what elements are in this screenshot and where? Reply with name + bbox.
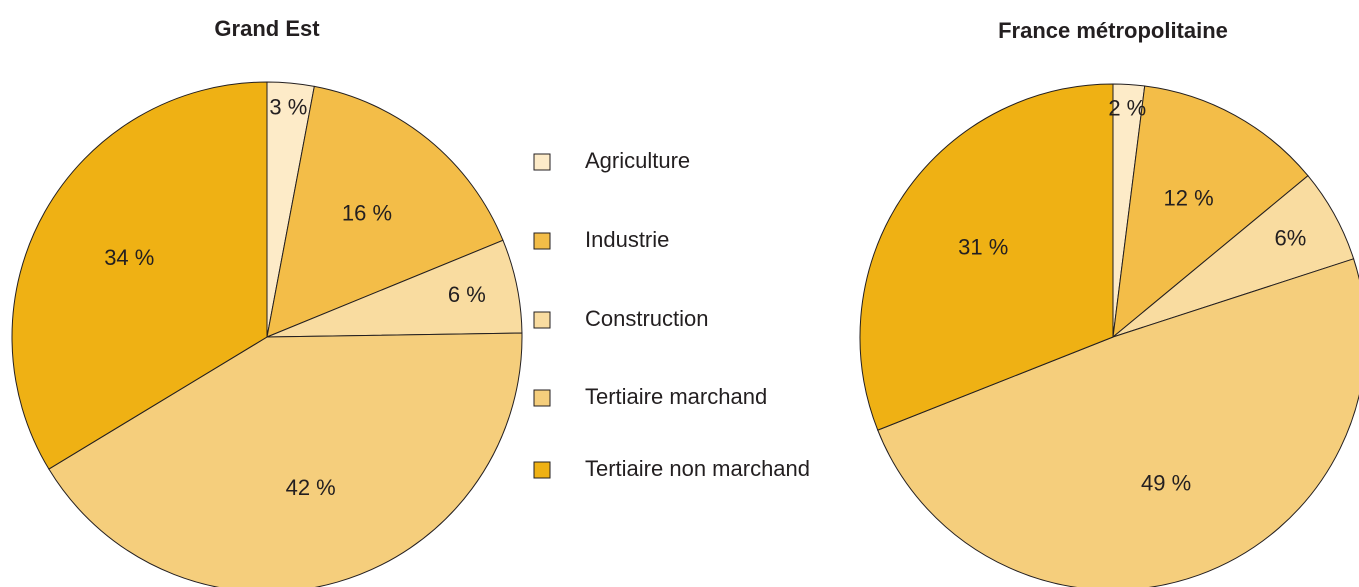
legend-swatch — [533, 311, 551, 329]
legend-label: Construction — [585, 306, 709, 331]
pie-slice — [877, 258, 1359, 587]
data-label: 12 % — [1163, 185, 1213, 210]
data-label: 2 % — [1108, 96, 1146, 121]
legend-swatch — [533, 153, 551, 171]
chart-title: France métropolitaine — [998, 18, 1228, 43]
legend-swatch — [533, 389, 551, 407]
legend-label: Tertiaire marchand — [585, 384, 767, 409]
legend-label: Tertiaire non marchand — [585, 456, 810, 481]
data-label: 31 % — [958, 235, 1008, 260]
data-label: 6% — [1274, 225, 1306, 250]
data-label: 49 % — [1141, 470, 1191, 495]
data-label: 6 % — [448, 282, 486, 307]
pie-slice — [1112, 85, 1309, 339]
pie-slice — [266, 85, 504, 338]
legend-swatch — [533, 461, 551, 479]
data-label: 3 % — [269, 94, 307, 119]
legend-swatch — [533, 232, 551, 250]
legend-label: Industrie — [585, 227, 669, 252]
data-label: 34 % — [104, 245, 154, 270]
pie-slice — [48, 332, 523, 587]
pie-slice — [859, 83, 1114, 431]
pie-slice — [11, 81, 268, 470]
data-label: 16 % — [342, 200, 392, 225]
data-label: 42 % — [286, 475, 336, 500]
legend-label: Agriculture — [585, 148, 690, 173]
chart-title: Grand Est — [214, 16, 320, 41]
